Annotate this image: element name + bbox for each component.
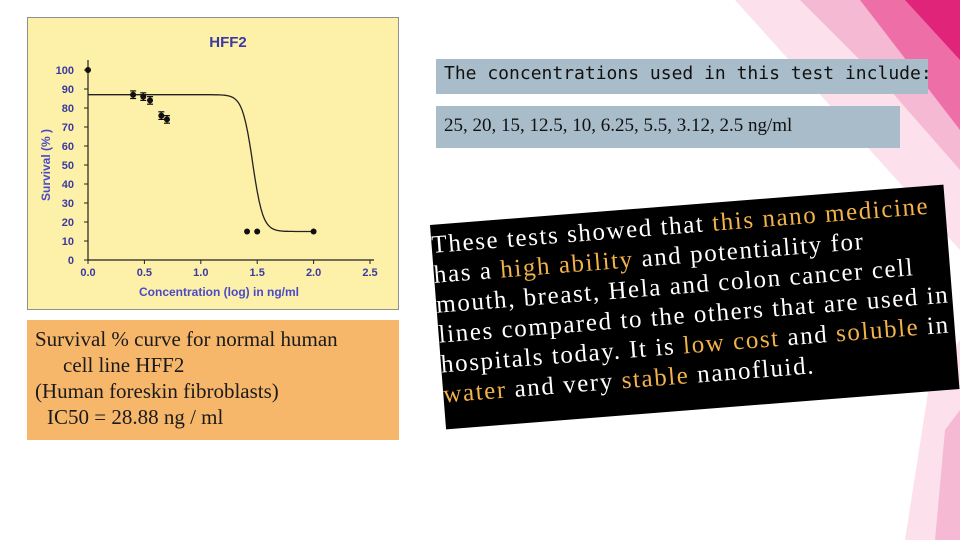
description-highlight: stable [620,362,691,395]
x-axis-label: Concentration (log) in ng/ml [139,285,299,299]
y-tick-label: 70 [62,122,74,134]
x-tick-label: 1.5 [250,267,265,279]
y-tick-label: 30 [62,198,74,210]
data-point [130,91,137,98]
data-point [140,93,147,100]
y-tick-label: 20 [62,217,74,229]
caption-line-2: cell line HFF2 [63,353,185,377]
description-text: in [918,311,951,341]
data-point [244,228,251,235]
y-tick-label: 90 [62,84,74,96]
y-tick-label: 50 [62,160,74,172]
caption-line-1: Survival % curve for normal human [35,327,338,351]
data-point [158,112,165,119]
concentrations-list: 25, 20, 15, 12.5, 10, 6.25, 5.5, 3.12, 2… [436,106,900,148]
data-point [85,67,91,73]
caption-line-3: (Human foreskin fibroblasts) [35,379,279,403]
x-tick-label: 0.0 [80,267,95,279]
y-tick-label: 80 [62,103,74,115]
y-axis-label: Survival (% ) [39,129,53,201]
chart-caption: Survival % curve for normal human cell l… [27,320,399,440]
description-text: has a [432,256,502,289]
description-highlight: water [442,376,508,409]
survival-chart-panel: HFF2 0 10 20 30 40 50 60 70 80 90 100 0.0 0.5 1.0 1.5 2.… [27,17,399,310]
chart-title: HFF2 [209,34,247,51]
data-point [163,116,170,123]
concentrations-heading: The concentrations used in this test inc… [436,59,932,94]
description-text: and [778,320,838,352]
survival-chart: HFF2 0 10 20 30 40 50 60 70 80 90 100 0.0 0.5 1.0 1.5 2.… [39,34,378,299]
x-tick-label: 0.5 [137,267,152,279]
y-tick-label: 10 [62,236,74,248]
y-tick-label: 100 [56,65,74,77]
data-point [310,228,317,235]
x-tick-label: 2.5 [362,267,377,279]
caption-ic50: IC50 = 28.88 ng / ml [47,405,224,429]
x-tick-label: 1.0 [193,267,208,279]
data-point [254,228,261,235]
y-tick-label: 0 [68,255,74,267]
y-tick-label: 60 [62,141,74,153]
data-point [147,97,154,104]
x-tick-label: 2.0 [306,267,321,279]
y-tick-label: 40 [62,179,74,191]
description-box: These tests showed that this nano medici… [430,184,960,430]
fit-curve [88,94,314,233]
description-highlight: soluble [834,313,921,348]
